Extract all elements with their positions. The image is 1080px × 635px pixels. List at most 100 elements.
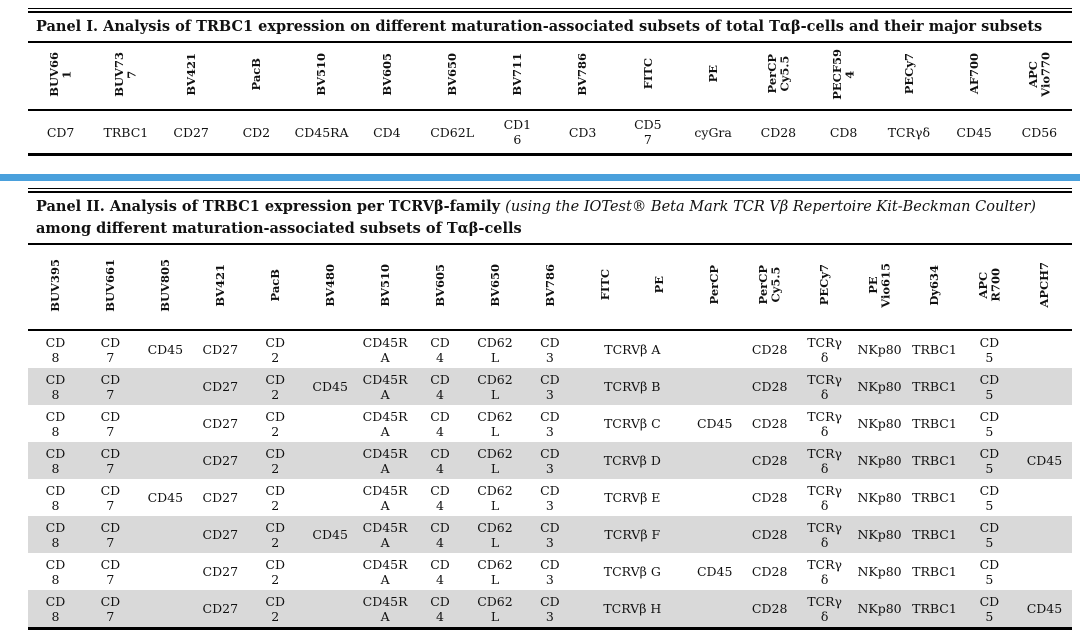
marker-cell: CD 7 <box>100 556 121 587</box>
fluorochrome-header-cell: BV650 <box>467 245 523 332</box>
fluorochrome-header-cell: PECy7 <box>876 43 942 112</box>
blue-divider <box>0 174 1080 181</box>
marker-cell: CD28 <box>751 342 788 358</box>
fluorochrome-label: BUV805 <box>158 258 173 312</box>
marker-cell: CD 2 <box>247 442 303 480</box>
tcrvb-family-cell: TCRVβ H <box>577 590 688 628</box>
fluorochrome-label: BV510 <box>314 52 329 96</box>
marker-cell: CD3 <box>568 124 597 140</box>
marker-cell <box>303 405 358 442</box>
fluorochrome-label: PECF59 4 <box>829 48 857 100</box>
marker-cell: CD27 <box>173 124 209 140</box>
marker-cell: TRBC1 <box>912 342 957 358</box>
marker-cell: CD62 L <box>477 556 513 587</box>
marker-cell <box>137 516 193 554</box>
marker-cell: CD45R A <box>357 590 413 628</box>
marker-cell <box>303 553 358 590</box>
fluorochrome-header-cell: PECy7 <box>797 245 853 332</box>
marker-cell: CD 5 <box>979 482 1000 513</box>
fluorochrome-header-cell: APC R700 <box>961 245 1017 332</box>
panel1-section: Panel I. Analysis of TRBC1 expression on… <box>28 8 1072 157</box>
marker-cell: NKp80 <box>852 516 907 554</box>
marker-cell: CD 8 <box>28 442 83 480</box>
panel2-section: Panel II. Analysis of TRBC1 expression p… <box>28 188 1072 631</box>
fluorochrome-header-cell: BV421 <box>192 245 248 332</box>
marker-cell: CD 4 <box>412 368 468 406</box>
marker-cell: CD 7 <box>100 334 121 365</box>
marker-cell: CD7 <box>46 124 75 140</box>
marker-cell: CD45 <box>302 368 358 406</box>
marker-cell: CD 8 <box>28 368 83 406</box>
tcrvb-family-cell: TCRVβ B <box>577 368 688 406</box>
marker-cell: CD 8 <box>45 482 66 513</box>
tcrvb-family-cell: TCRVβ C <box>603 416 661 432</box>
panel1-marker-row: CD7 TRBC1 CD27 CD2 CD45RA CD4 CD62L CD1 6 CD3 CD5… <box>28 110 1072 153</box>
fluorochrome-header-cell: FITC <box>577 245 633 332</box>
marker-cell: CD 3 <box>522 516 578 554</box>
fluorochrome-header-cell: BV605 <box>412 245 468 332</box>
fluorochrome-label: BV510 <box>377 263 392 307</box>
fluorochrome-label: FITC <box>597 269 612 301</box>
marker-cell: CD 3 <box>522 368 578 406</box>
marker-cell <box>1016 368 1072 406</box>
fluorochrome-label: BV605 <box>379 52 394 96</box>
marker-cell: CD 2 <box>265 408 286 439</box>
fluorochrome-label: BUV661 <box>103 258 118 312</box>
marker-cell: CD45 <box>956 124 992 140</box>
marker-cell: TCRγ δ <box>807 556 842 587</box>
marker-cell <box>138 553 193 590</box>
marker-cell <box>1017 553 1072 590</box>
marker-cell <box>687 442 743 480</box>
marker-cell: CD28 <box>742 590 798 628</box>
marker-cell: CD 4 <box>430 482 450 513</box>
panel2-row-D: CD 8 CD 7 CD27 CD 2 CD45R A CD 4 CD62 L CD 3 TCR… <box>28 442 1072 480</box>
fluorochrome-header-cell: PE <box>680 43 746 112</box>
fluorochrome-header-cell: APC Vio770 <box>1006 43 1072 112</box>
panel2-row-F: CD 8 CD 7 CD27 CD 2 CD45 CD45R A CD 4 CD62 L CD … <box>28 516 1072 554</box>
marker-cell: CD62 L <box>467 590 523 628</box>
marker-cell: CD45 <box>147 342 184 358</box>
marker-cell: CD62 L <box>467 442 523 480</box>
marker-cell: CD 8 <box>45 408 66 439</box>
marker-cell: NKp80 <box>857 564 902 580</box>
marker-cell <box>303 330 358 368</box>
fluorochrome-header-cell: BUV661 <box>82 245 138 332</box>
marker-cell <box>1017 330 1072 368</box>
panel2-row-H: CD 8 CD 7 CD27 CD 2 CD45R A CD 4 CD62 L CD 3 TCR… <box>28 590 1072 628</box>
marker-cell: CD 4 <box>412 590 468 628</box>
marker-cell: CD 2 <box>265 482 286 513</box>
marker-cell: TRBC1 <box>103 124 149 140</box>
marker-cell: CD 5 <box>979 408 1000 439</box>
fluorochrome-header-cell: PE Vio615 <box>852 245 907 332</box>
marker-cell: cyGra <box>694 124 732 140</box>
fluorochrome-label: BUV73 7 <box>112 51 139 97</box>
fluorochrome-header-cell: BV711 <box>484 43 550 112</box>
marker-cell: CD62L <box>430 124 475 140</box>
marker-cell: NKp80 <box>857 490 902 506</box>
marker-cell <box>302 442 358 480</box>
marker-cell: CD 2 <box>265 556 286 587</box>
tcrvb-family-cell: TCRVβ G <box>603 564 661 580</box>
panel2-title-kit-name: (using the IOTest® Beta Mark TCR Vβ Repe… <box>505 199 1036 215</box>
marker-cell: NKp80 <box>852 368 907 406</box>
marker-cell: CD45R A <box>362 482 408 513</box>
fluorochrome-header-cell: PerCP <box>687 245 743 332</box>
marker-cell: NKp80 <box>852 442 907 480</box>
fluorochrome-header-cell: BV786 <box>522 245 578 332</box>
marker-cell <box>687 590 743 628</box>
marker-cell: NKp80 <box>857 342 902 358</box>
marker-cell: TRBC1 <box>912 490 957 506</box>
fluorochrome-header-cell: PacB <box>247 245 303 332</box>
marker-cell: CD 5 <box>979 334 1000 365</box>
fluorochrome-label: PacB <box>249 57 264 91</box>
marker-cell: TRBC1 <box>907 590 962 628</box>
marker-cell <box>687 479 742 516</box>
marker-cell: CD62 L <box>467 368 523 406</box>
marker-cell: CD 4 <box>412 516 468 554</box>
marker-cell: NKp80 <box>852 590 907 628</box>
marker-cell: CD27 <box>202 490 239 506</box>
tcrvb-family-cell: TCRVβ A <box>604 342 661 358</box>
fluorochrome-header-cell: BUV73 7 <box>93 43 159 112</box>
tcrvb-family-cell: TCRVβ F <box>577 516 688 554</box>
